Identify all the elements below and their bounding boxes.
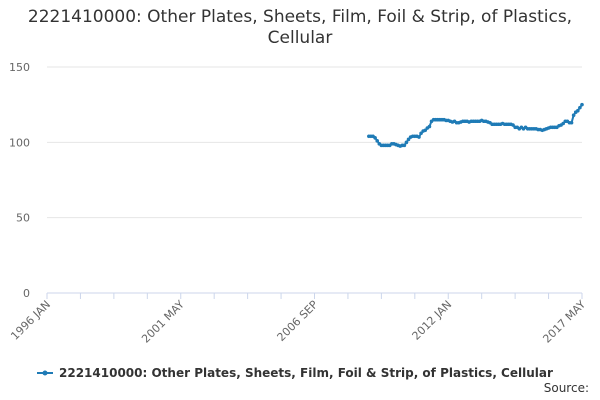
point (561, 121, 565, 126)
point (375, 139, 379, 143)
point (404, 140, 409, 145)
source: Source: (544, 381, 589, 395)
x-tick-label: 2012 JAN (410, 298, 455, 343)
point (373, 136, 377, 140)
y-tick-label: 150 (9, 61, 30, 74)
point (427, 124, 432, 129)
point (406, 137, 411, 142)
legend-label: 2221410000: Other Plates, Sheets, Film, … (59, 366, 553, 380)
legend-marker (42, 370, 48, 376)
x-tick-label: 2006 SEP (275, 298, 321, 344)
series-line (368, 104, 583, 148)
y-tick-label: 100 (9, 136, 30, 149)
point (576, 108, 580, 113)
point (402, 143, 407, 148)
x-tick-label: 2001 MAY (139, 298, 187, 346)
chart-title: 2221410000: Other Plates, Sheets, Film, … (28, 7, 572, 48)
y-tick-label: 0 (23, 287, 30, 300)
point (423, 128, 428, 133)
point (417, 135, 421, 139)
point (569, 120, 574, 125)
point (578, 105, 582, 110)
x-tick-label: 2017 MAY (540, 298, 588, 346)
point (580, 102, 584, 107)
x-tick-label: 1996 JAN (8, 298, 53, 343)
y-tick-label: 50 (16, 212, 30, 225)
point (511, 123, 515, 127)
point (419, 131, 423, 136)
point (571, 113, 576, 118)
